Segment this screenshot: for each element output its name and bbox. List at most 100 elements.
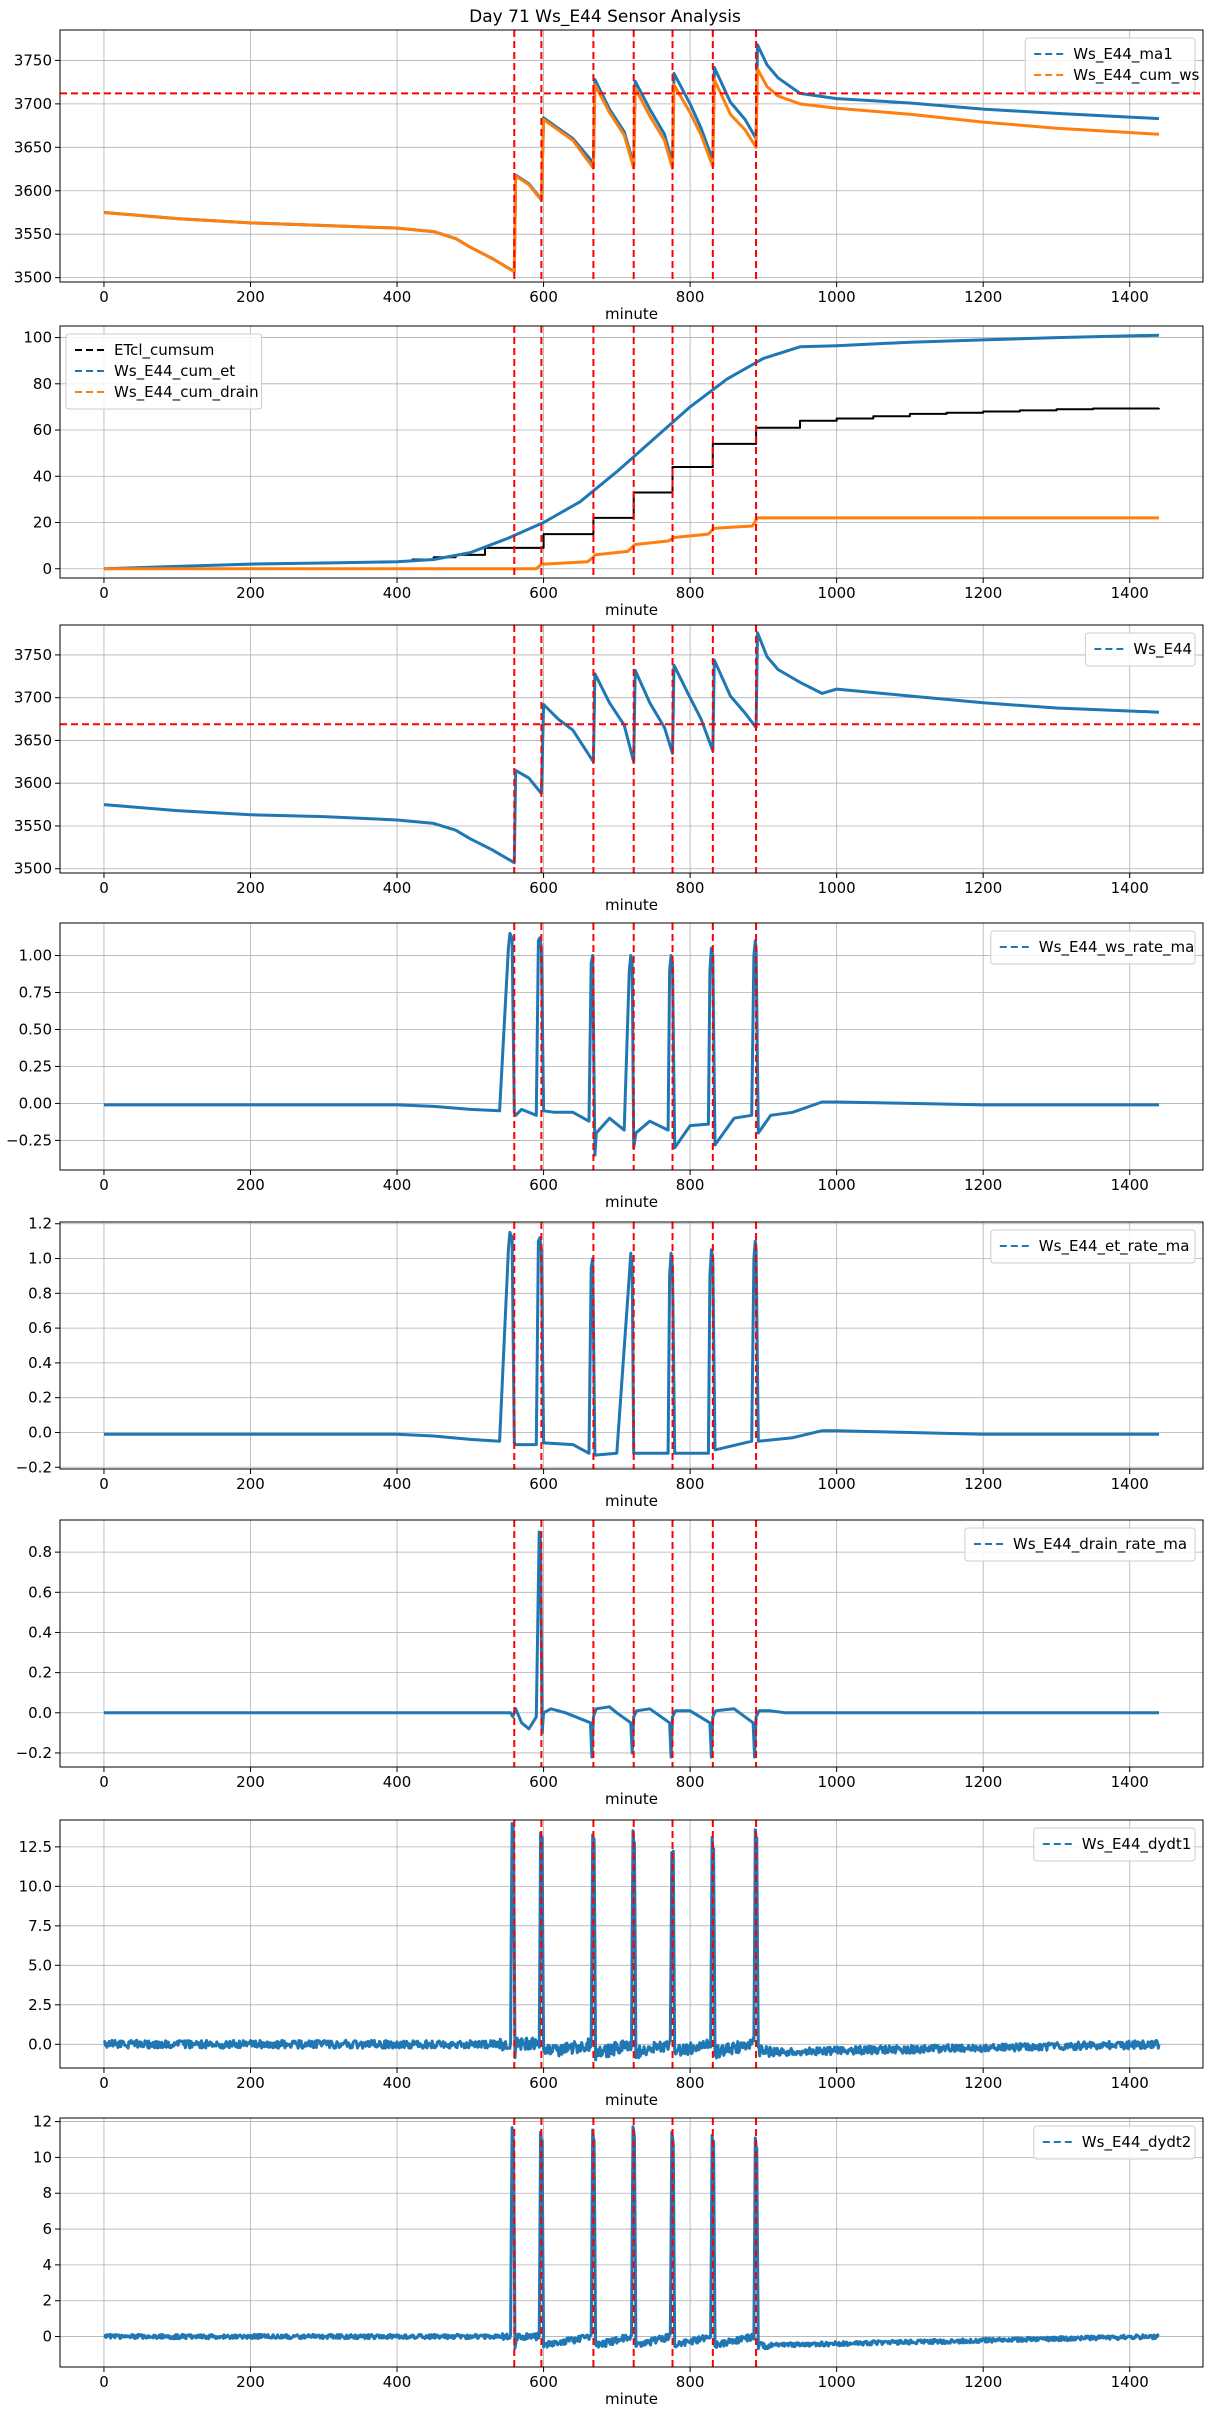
subplot-1-xtick-label: 800 [676,288,705,306]
subplot-2-legend-box [65,333,263,410]
subplot-4-xlabel: minute [605,1193,658,1211]
subplot-8-xtick-label: 1400 [1111,2373,1149,2391]
subplot-5-ytick-label: 0.8 [28,1284,52,1302]
subplot-3-xtick-label: 800 [676,879,705,897]
subplot-3-ytick-label: 3650 [14,731,52,749]
subplot-3-axes-frame [59,624,1204,874]
subplot-4-legend: Ws_E44_ws_rate_ma [990,930,1196,965]
subplot-8-xtick-label: 1200 [964,2373,1002,2391]
subplot-8-ytick-label: 4 [42,2256,52,2274]
subplot-8-ytick-label: 8 [42,2184,52,2202]
subplot-8: 0 200 400 600 800 1000 1200 1400 0 2 4 6 8 10 12 minute… [33,2113,1204,2408]
subplot-5-ytick-label: 0.6 [28,1319,52,1337]
subplot-5-ytick-label: 0.0 [28,1423,52,1441]
subplot-7: 0 200 400 600 800 1000 1200 1400 0.0 2.5 5.0 7.5 10.… [19,1819,1204,2109]
subplot-8-ytick-label: 12 [33,2113,52,2131]
subplot-6-xlabel: minute [605,1790,658,1808]
subplot-2-ytick-label: 20 [33,514,52,532]
subplots: 0 200 400 600 800 1000 1200 1400350035503600365… [6,29,1204,2408]
subplot-3-ytick-label: 3500 [14,860,52,878]
subplot-1-ytick-label: 3700 [14,95,52,113]
subplot-4-legend-box [990,930,1196,965]
subplot-5-xtick-label: 1000 [818,1475,856,1493]
subplot-7-data [102,1820,1161,2068]
subplot-4-xtick-label: 600 [529,1176,558,1194]
subplot-6-ytick-label: 0.6 [28,1583,52,1601]
subplot-7-axes-frame [59,1819,1204,2069]
subplot-6-ytick-label: 0.2 [28,1664,52,1682]
subplot-3-xtick-label: 1200 [964,879,1002,897]
figure-title: Day 71 Ws_E44 Sensor Analysis [469,7,741,27]
subplot-6: 0 200 400 600 800 1000 1200 1400 −0.2 0.0 0.2 0.4 0.… [16,1519,1204,1808]
subplot-3: 0 200 400 600 800 1000 1200 1400 3500 3550 3600 365… [14,624,1204,914]
subplot-6-xtick-label: 0 [99,1773,109,1791]
subplot-2-series-ETcl_cumsum [411,407,1160,561]
subplot-8-ytick-label: 0 [42,2328,52,2346]
subplot-6-legend-label: Ws_E44_drain_rate_ma [1013,1535,1187,1554]
subplot-3-xtick-label: 200 [236,879,265,897]
subplot-1-ytick-label: 3750 [14,51,52,69]
subplot-8-xtick-label: 800 [676,2373,705,2391]
subplot-3-xtick-label: 400 [383,879,412,897]
subplot-1-xtick-label: 200 [236,288,265,306]
subplot-4-xtick-label: 1000 [818,1176,856,1194]
subplot-7-ytick-label: 5.0 [28,1956,52,1974]
subplot-7-xtick-label: 800 [676,2074,705,2092]
subplot-3-series-Ws_E44 [103,631,1160,865]
subplot-7-xtick-label: 1400 [1111,2074,1149,2092]
subplot-1-data [60,30,1203,282]
subplot-4-xtick-label: 400 [383,1176,412,1194]
subplot-7-xtick-label: 1000 [818,2074,856,2092]
subplot-7-xtick-label: 400 [383,2074,412,2092]
subplot-7-xlabel: minute [605,2091,658,2109]
subplot-3-legend: Ws_E44 [1084,632,1196,667]
subplot-5-xtick-label: 800 [676,1475,705,1493]
subplot-5-legend: Ws_E44_et_rate_ma [990,1229,1196,1264]
subplot-5: 0 200 400 600 800 1000 1200 1400 −0.2 0.0 0.2 0.4 0.… [16,1215,1204,1510]
subplot-4-ytick-label: −0.25 [6,1131,52,1149]
subplot-3-xtick-label: 1000 [818,879,856,897]
subplot-5-ytick-label: 1.0 [28,1250,52,1268]
subplot-1-xlabel: minute [605,305,658,323]
subplot-6-xtick-label: 1000 [818,1773,856,1791]
subplot-7-ytick-label: 2.5 [28,1996,52,2014]
subplot-7-xtick-label: 600 [529,2074,558,2092]
subplot-1: 0 200 400 600 800 1000 1200 1400 3500 3550 3600 365… [14,29,1204,323]
subplot-1-legend-box [1024,37,1196,93]
subplot-1-grid [60,30,1203,282]
subplot-7-xtick-label: 200 [236,2074,265,2092]
subplot-7-ytick-label: 0.0 [28,2035,52,2053]
subplot-2-xtick-label: 1000 [818,584,856,602]
subplot-5-xtick-label: 600 [529,1475,558,1493]
subplot-3-grid [60,625,1203,873]
subplot-4-data [104,923,1159,1170]
subplot-7-series-Ws_E44_dydt1 [102,1822,1161,2062]
subplot-8-xtick-label: 0 [99,2373,109,2391]
subplot-5-xtick-label: 200 [236,1475,265,1493]
subplot-1-legend-label: Ws_E44_ma1 [1073,45,1173,64]
subplot-7-ytick-label: 12.5 [19,1838,52,1856]
subplot-6-axes-frame [59,1519,1204,1768]
subplot-5-legend-box [990,1229,1196,1264]
subplot-2-xlabel: minute [605,601,658,619]
subplot-2-data [103,326,1160,578]
subplot-7-legend-box [1033,1827,1196,1862]
subplot-1-legend: Ws_E44_ma1 Ws_E44_cum_ws [1024,37,1200,93]
subplot-2-legend-label: Ws_E44_cum_et [114,362,235,381]
subplot-4-xtick-label: 800 [676,1176,705,1194]
subplot-8-legend: Ws_E44_dydt2 [1033,2125,1196,2160]
subplot-8-ytick-label: 2 [42,2292,52,2310]
subplot-5-xtick-label: 1200 [964,1475,1002,1493]
subplot-4-ytick-label: 0.50 [19,1020,52,1038]
subplot-2: 0 200 400 600 800 1000 1200 1400 0 20 40 60 80 100 min… [23,325,1204,619]
subplot-1-legend-label: Ws_E44_cum_ws [1073,66,1199,85]
subplot-1-xtick-label: 600 [529,288,558,306]
subplot-5-axes-frame [59,1221,1204,1470]
subplot-8-ytick-label: 6 [42,2220,52,2238]
subplot-1-xtick-label: 400 [383,288,412,306]
subplot-4-legend-label: Ws_E44_ws_rate_ma [1039,938,1195,957]
subplot-8-legend-label: Ws_E44_dydt2 [1082,2133,1192,2152]
subplot-3-legend-label: Ws_E44 [1133,640,1192,659]
subplot-1-xtick-label: 0 [99,288,109,306]
